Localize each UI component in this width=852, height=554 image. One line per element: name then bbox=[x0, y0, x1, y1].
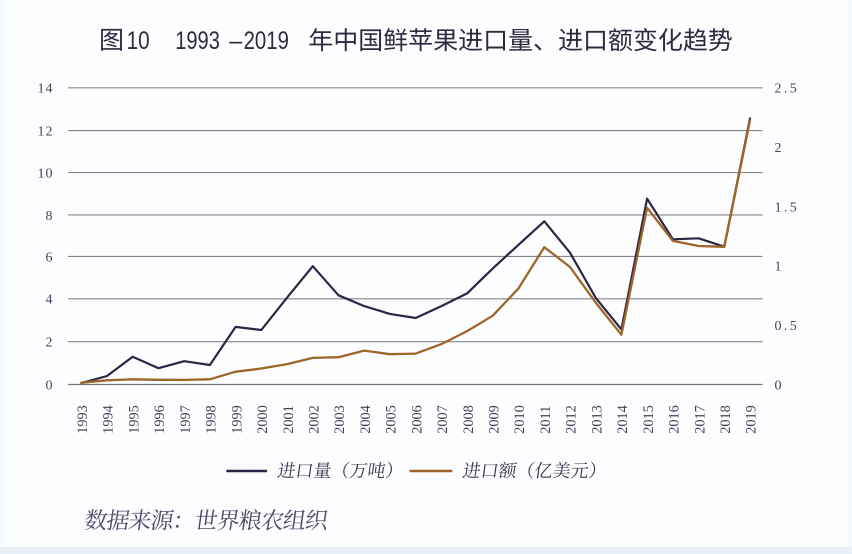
svg-text:2015: 2015 bbox=[641, 405, 657, 434]
svg-text:4: 4 bbox=[46, 293, 54, 308]
svg-text:–: – bbox=[229, 27, 242, 55]
svg-text:2014: 2014 bbox=[615, 405, 631, 434]
svg-text:2005: 2005 bbox=[384, 405, 400, 434]
svg-text:1996: 1996 bbox=[152, 405, 168, 434]
svg-text:2002: 2002 bbox=[307, 405, 323, 434]
svg-text:2000: 2000 bbox=[255, 405, 271, 434]
svg-text:1: 1 bbox=[775, 260, 784, 275]
svg-text:2012: 2012 bbox=[564, 405, 580, 434]
svg-text:2018: 2018 bbox=[718, 405, 734, 434]
svg-text:2.5: 2.5 bbox=[775, 82, 800, 97]
svg-text:1993: 1993 bbox=[75, 405, 91, 434]
svg-text:10: 10 bbox=[127, 27, 150, 55]
svg-text:2004: 2004 bbox=[358, 405, 374, 434]
svg-text:1998: 1998 bbox=[204, 405, 220, 434]
svg-text:0.5: 0.5 bbox=[775, 319, 800, 334]
svg-text:2010: 2010 bbox=[512, 405, 528, 434]
svg-text:2011: 2011 bbox=[538, 406, 554, 434]
svg-text:2: 2 bbox=[775, 141, 784, 156]
svg-text:2017: 2017 bbox=[692, 405, 708, 434]
svg-text:2006: 2006 bbox=[409, 405, 425, 434]
svg-text:1995: 1995 bbox=[126, 405, 142, 434]
svg-text:0: 0 bbox=[775, 378, 784, 393]
svg-text:6: 6 bbox=[46, 250, 54, 265]
svg-text:14: 14 bbox=[38, 82, 54, 97]
svg-text:1997: 1997 bbox=[178, 405, 194, 434]
svg-text:2: 2 bbox=[46, 336, 54, 351]
svg-text:2019: 2019 bbox=[244, 27, 289, 55]
svg-text:1999: 1999 bbox=[229, 405, 245, 434]
svg-text:2019: 2019 bbox=[744, 405, 760, 434]
svg-text:2007: 2007 bbox=[435, 405, 451, 434]
svg-text:2009: 2009 bbox=[487, 405, 503, 434]
svg-text:1994: 1994 bbox=[101, 405, 117, 434]
svg-text:1.5: 1.5 bbox=[775, 200, 800, 215]
svg-text:2016: 2016 bbox=[667, 405, 683, 434]
svg-text:8: 8 bbox=[46, 209, 54, 224]
svg-text:2013: 2013 bbox=[589, 405, 605, 434]
svg-text:1993: 1993 bbox=[175, 27, 220, 55]
svg-text:2001: 2001 bbox=[281, 405, 297, 434]
svg-text:0: 0 bbox=[46, 378, 54, 393]
svg-text:12: 12 bbox=[38, 125, 54, 140]
svg-text:2008: 2008 bbox=[461, 405, 477, 434]
svg-text:2003: 2003 bbox=[332, 405, 348, 434]
svg-text:10: 10 bbox=[38, 167, 54, 182]
